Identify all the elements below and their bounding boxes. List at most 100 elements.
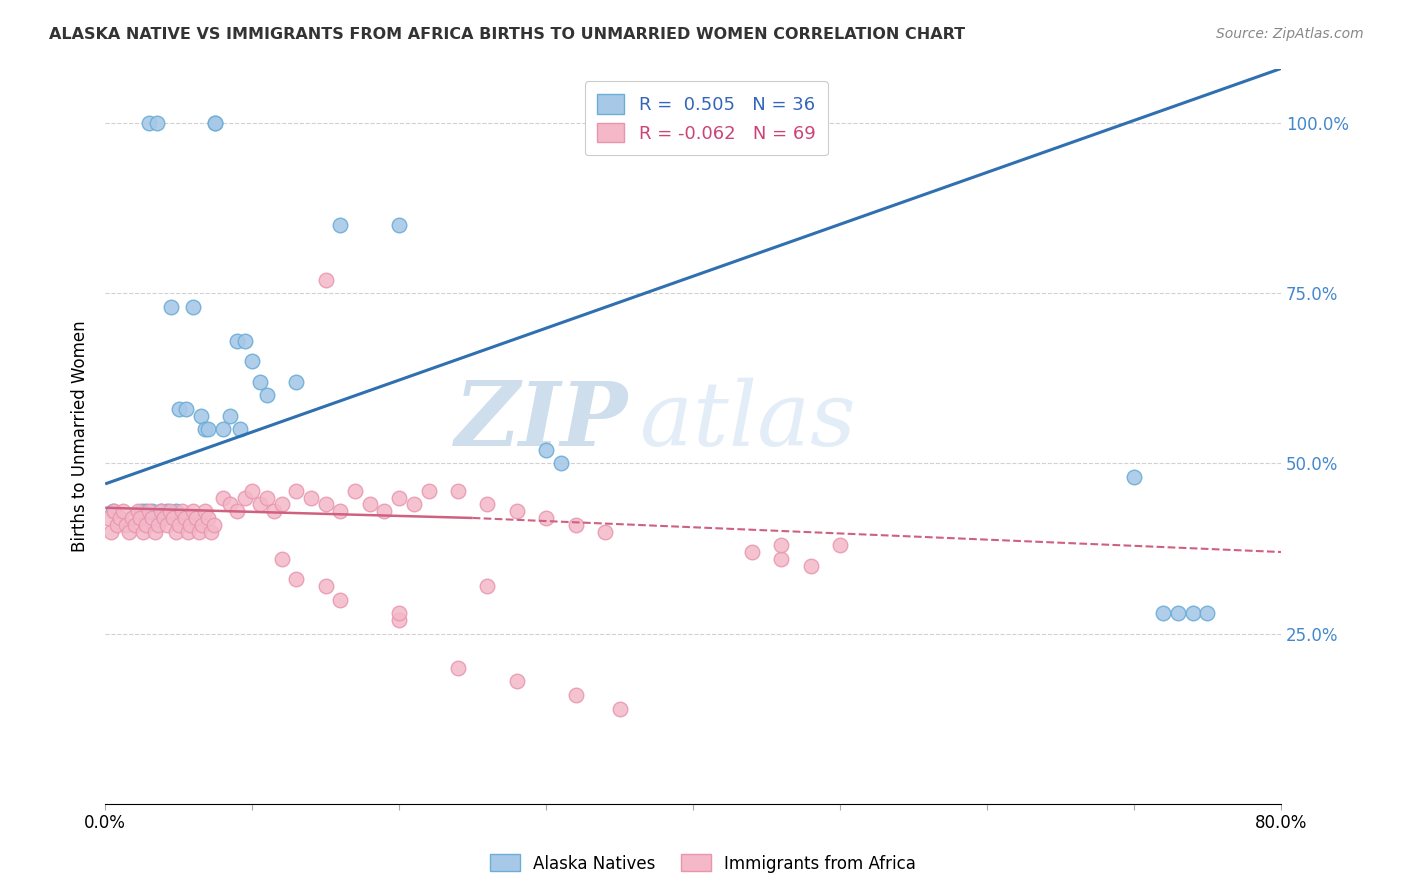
Point xyxy=(165,524,187,539)
Point xyxy=(315,579,337,593)
Point xyxy=(477,497,499,511)
Point xyxy=(141,504,163,518)
Point xyxy=(179,517,201,532)
Y-axis label: Births to Unmarried Women: Births to Unmarried Women xyxy=(72,320,89,552)
Point xyxy=(564,517,586,532)
Point xyxy=(162,511,184,525)
Point xyxy=(770,551,793,566)
Point xyxy=(129,511,152,525)
Point xyxy=(183,504,205,518)
Point xyxy=(105,517,128,532)
Point xyxy=(329,504,352,518)
Point xyxy=(200,524,222,539)
Point xyxy=(447,483,470,498)
Point xyxy=(402,497,425,511)
Point xyxy=(388,613,411,627)
Point xyxy=(388,491,411,505)
Point xyxy=(156,517,179,532)
Point xyxy=(138,504,160,518)
Point xyxy=(118,524,141,539)
Legend: Alaska Natives, Immigrants from Africa: Alaska Natives, Immigrants from Africa xyxy=(484,847,922,880)
Point xyxy=(506,504,529,518)
Point xyxy=(800,558,823,573)
Point xyxy=(131,504,153,518)
Text: Source: ZipAtlas.com: Source: ZipAtlas.com xyxy=(1216,27,1364,41)
Point xyxy=(249,497,271,511)
Point xyxy=(388,607,411,621)
Point xyxy=(564,688,586,702)
Point xyxy=(329,592,352,607)
Point xyxy=(127,504,149,518)
Point xyxy=(240,483,263,498)
Point xyxy=(770,538,793,552)
Point xyxy=(156,504,179,518)
Point xyxy=(188,524,211,539)
Point xyxy=(211,491,233,505)
Point xyxy=(285,483,308,498)
Point xyxy=(153,511,176,525)
Point xyxy=(194,422,217,436)
Point xyxy=(550,457,572,471)
Point xyxy=(226,504,249,518)
Point xyxy=(418,483,440,498)
Point xyxy=(534,511,557,525)
Point xyxy=(143,524,166,539)
Point xyxy=(741,545,763,559)
Point xyxy=(270,497,292,511)
Point xyxy=(388,218,411,232)
Point xyxy=(359,497,381,511)
Point xyxy=(160,300,183,314)
Point xyxy=(233,491,256,505)
Point xyxy=(285,572,308,586)
Point xyxy=(145,116,167,130)
Point xyxy=(138,116,160,130)
Point xyxy=(219,409,242,423)
Point xyxy=(97,511,120,525)
Point xyxy=(1197,607,1219,621)
Point xyxy=(146,517,169,532)
Point xyxy=(100,524,122,539)
Point xyxy=(534,442,557,457)
Point xyxy=(135,504,157,518)
Point xyxy=(609,701,631,715)
Text: atlas: atlas xyxy=(640,378,856,465)
Point xyxy=(229,422,252,436)
Point xyxy=(170,504,193,518)
Point xyxy=(315,497,337,511)
Point xyxy=(159,504,181,518)
Point xyxy=(114,517,136,532)
Point xyxy=(263,504,285,518)
Point xyxy=(111,504,134,518)
Point xyxy=(141,511,163,525)
Point xyxy=(173,511,195,525)
Text: ZIP: ZIP xyxy=(456,378,628,465)
Point xyxy=(249,375,271,389)
Point xyxy=(183,300,205,314)
Legend: R =  0.505   N = 36, R = -0.062   N = 69: R = 0.505 N = 36, R = -0.062 N = 69 xyxy=(585,81,828,155)
Point xyxy=(1167,607,1189,621)
Point xyxy=(226,334,249,348)
Point xyxy=(150,504,173,518)
Point xyxy=(828,538,851,552)
Point xyxy=(176,524,198,539)
Point xyxy=(190,409,212,423)
Point xyxy=(256,491,278,505)
Point xyxy=(240,354,263,368)
Point xyxy=(167,517,190,532)
Point xyxy=(1123,470,1146,484)
Point xyxy=(194,504,217,518)
Point xyxy=(124,517,146,532)
Point xyxy=(103,504,125,518)
Point xyxy=(1181,607,1204,621)
Point xyxy=(211,422,233,436)
Point xyxy=(329,218,352,232)
Point xyxy=(477,579,499,593)
Point xyxy=(202,517,225,532)
Point xyxy=(174,402,197,417)
Point xyxy=(285,375,308,389)
Point xyxy=(219,497,242,511)
Point xyxy=(197,422,219,436)
Point xyxy=(447,661,470,675)
Point xyxy=(165,504,187,518)
Point xyxy=(101,504,124,518)
